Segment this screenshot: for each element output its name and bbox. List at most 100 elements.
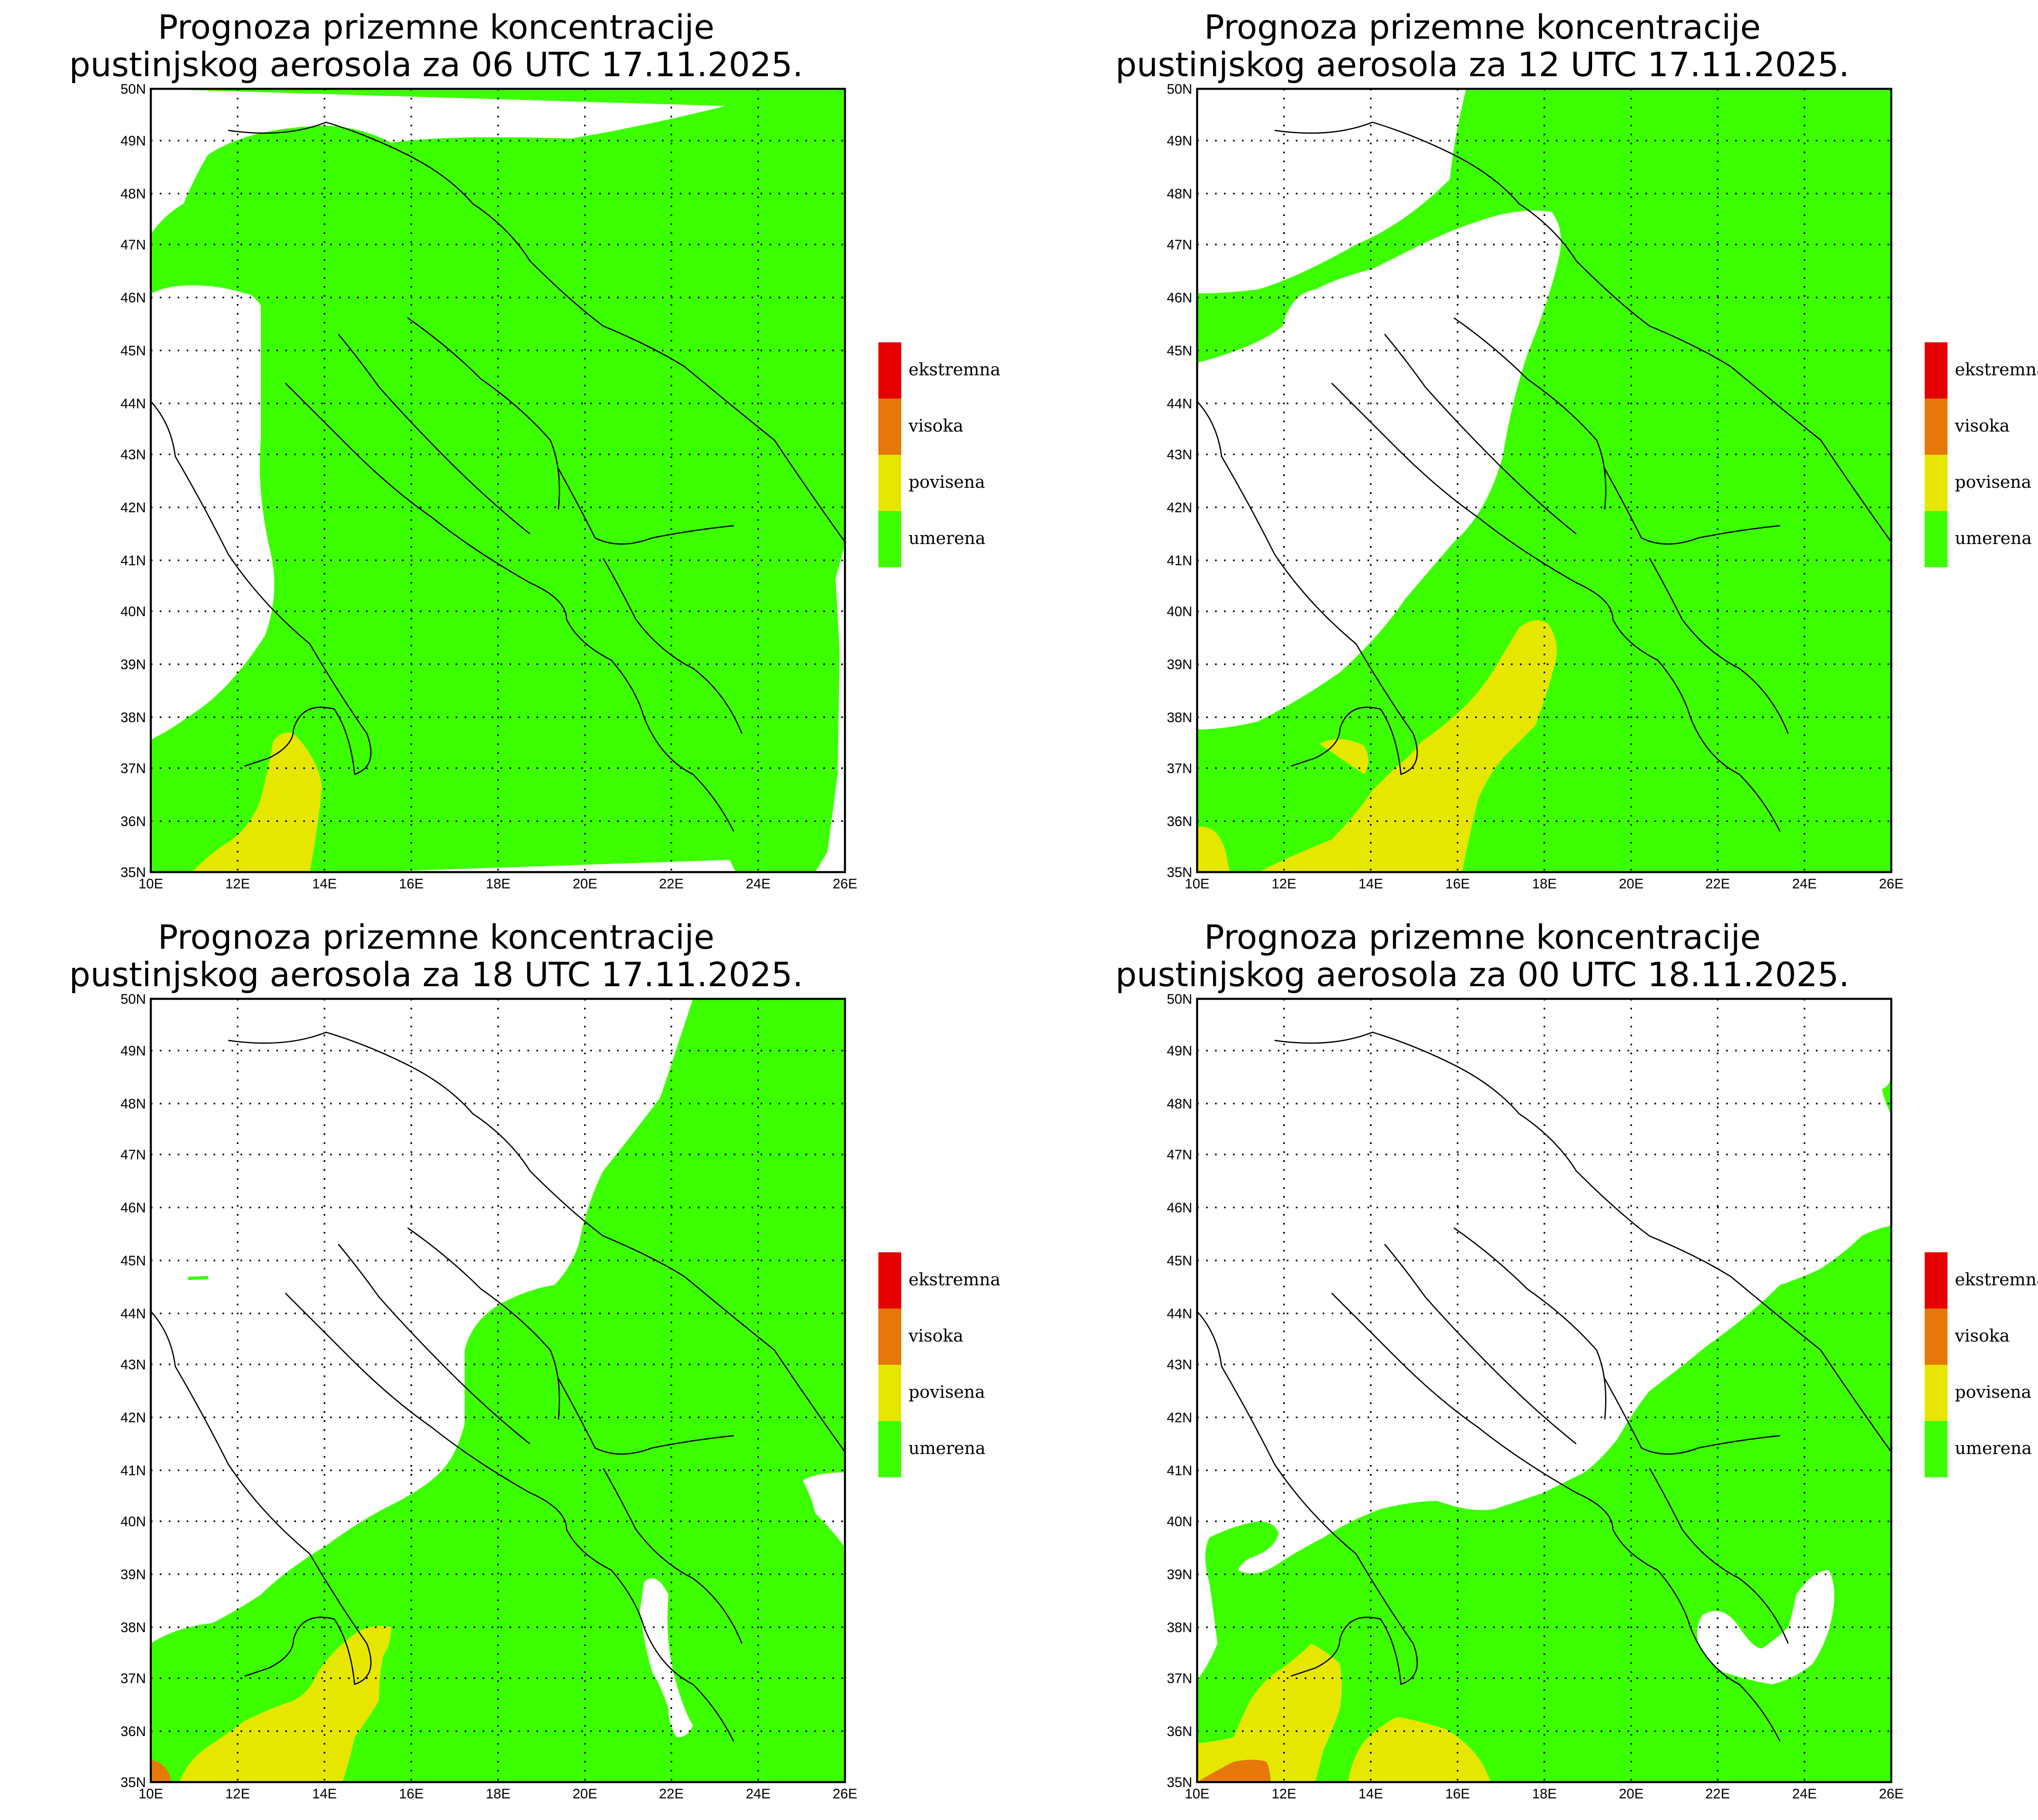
lat-label: 42N (121, 500, 146, 516)
legend-label: umerena (909, 528, 986, 548)
legend-label: ekstremna (1955, 1269, 2038, 1289)
legend-label: umerena (1955, 1438, 2032, 1458)
lat-label: 48N (121, 186, 146, 202)
plot-frame (1196, 88, 1892, 873)
lat-label: 47N (121, 1147, 146, 1163)
lat-label: 44N (121, 1306, 146, 1322)
coastlines (1196, 1031, 1892, 1742)
lat-label: 46N (1167, 290, 1192, 306)
lon-label: 22E (659, 876, 684, 892)
lat-label: 35N (121, 865, 146, 880)
lat-label: 39N (1167, 657, 1192, 672)
legend-label: visoka (1955, 416, 2010, 436)
lat-label: 49N (1167, 133, 1192, 149)
title-line1: Prognoza prizemne koncentracije (158, 8, 715, 47)
legend-label: umerena (909, 1438, 986, 1458)
lat-label: 44N (1167, 1306, 1192, 1322)
lat-label: 36N (121, 1724, 146, 1739)
title-line1: Prognoza prizemne koncentracije (158, 918, 715, 957)
umerena-area (1197, 89, 1891, 872)
legend-swatch-umerena (1925, 1421, 1948, 1477)
title-line2: pustinjskog aerosola za 06 UTC 17.11.202… (69, 46, 803, 84)
lon-label: 16E (1445, 876, 1470, 892)
lat-label: 37N (121, 1671, 146, 1686)
legend-label: povisena (909, 472, 985, 492)
legend-swatch-umerena (878, 511, 901, 567)
legend-swatch-ekstremna (1925, 1252, 1948, 1309)
lat-label: 50N (121, 992, 146, 1007)
legend-swatch-visoka (1925, 399, 1948, 455)
visoka-area (151, 1760, 171, 1782)
legend-label: povisena (1955, 472, 2031, 492)
legend-label: visoka (909, 416, 964, 436)
coastlines (1196, 121, 1892, 832)
map-plot: 10E 12E 14E 16E 18E 20E 22E 24E 26E 35N … (121, 82, 858, 892)
lon-label: 22E (1705, 876, 1730, 892)
lon-label: 16E (1445, 1786, 1470, 1802)
lat-label: 39N (121, 657, 146, 672)
lat-label: 38N (121, 710, 146, 725)
panel-title: Prognoza prizemne koncentracije pustinjs… (1046, 919, 1919, 994)
legend-swatch-povisena (1925, 1365, 1948, 1421)
lon-label: 18E (486, 876, 511, 892)
lon-label: 26E (1879, 1786, 1904, 1802)
lat-label: 45N (121, 343, 146, 359)
lat-axis-labels: 35N 36N 37N 38N 39N 40N 41N 42N 43N 44N … (121, 992, 146, 1790)
lon-axis-labels: 10E 12E 14E 16E 18E 20E 22E 24E 26E (1185, 876, 1904, 892)
lon-axis-labels: 10E 12E 14E 16E 18E 20E 22E 24E 26E (1185, 1786, 1904, 1802)
lon-label: 14E (1359, 1786, 1383, 1802)
lon-label: 12E (1272, 876, 1297, 892)
lat-axis-labels: 35N 36N 37N 38N 39N 40N 41N 42N 43N 44N … (121, 82, 146, 880)
lon-label: 26E (833, 1786, 858, 1802)
lon-label: 12E (225, 876, 250, 892)
lat-label: 41N (1167, 1463, 1192, 1478)
legend-swatch-povisena (878, 1365, 901, 1421)
povisena-area (192, 732, 322, 872)
map-panel-00utc: Prognoza prizemne koncentracije pustinjs… (1046, 910, 2038, 1820)
lat-label: 47N (1167, 1147, 1192, 1163)
lat-label: 43N (121, 447, 146, 463)
visoka-area (1197, 1760, 1270, 1782)
lat-label: 48N (1167, 186, 1192, 202)
lon-axis-labels: 10E 12E 14E 16E 18E 20E 22E 24E 26E (139, 1786, 858, 1802)
lat-label: 42N (1167, 1410, 1192, 1426)
title-line1: Prognoza prizemne koncentracije (1204, 8, 1761, 47)
legend-label: visoka (1955, 1326, 2010, 1346)
lat-label: 36N (1167, 1724, 1192, 1739)
lon-label: 20E (1619, 876, 1644, 892)
legend-swatch-umerena (878, 1421, 901, 1477)
legend-swatch-visoka (1925, 1309, 1948, 1365)
lon-label: 14E (1359, 876, 1383, 892)
legend-label: ekstremna (909, 1269, 1001, 1289)
lat-label: 37N (1167, 761, 1192, 776)
lat-label: 38N (1167, 710, 1192, 725)
lat-label: 38N (1167, 1620, 1192, 1635)
lat-label: 49N (121, 133, 146, 149)
povisena-area (1197, 620, 1557, 872)
lon-label: 10E (139, 876, 163, 892)
lat-label: 41N (121, 553, 146, 568)
panel-title: Prognoza prizemne koncentracije pustinjs… (1046, 9, 1919, 84)
lon-label: 24E (1792, 1786, 1817, 1802)
legend-label: ekstremna (909, 359, 1001, 379)
lat-label: 37N (1167, 1671, 1192, 1686)
lat-label: 50N (121, 82, 146, 97)
map-plot: 10E 12E 14E 16E 18E 20E 22E 24E 26E 35N … (121, 992, 858, 1802)
map-panel-18utc: Prognoza prizemne koncentracije pustinjs… (0, 910, 1046, 1820)
lat-label: 42N (1167, 500, 1192, 516)
map-plot: 10E 12E 14E 16E 18E 20E 22E 24E 26E 35N … (1167, 992, 1904, 1802)
lon-label: 16E (399, 876, 424, 892)
lat-label: 40N (121, 1514, 146, 1529)
lat-label: 49N (1167, 1043, 1192, 1059)
map-panel-12utc: Prognoza prizemne koncentracije pustinjs… (1046, 0, 2038, 910)
lon-label: 10E (139, 1786, 163, 1802)
white-hole (1697, 1570, 1835, 1684)
plot-frame (1196, 998, 1892, 1783)
lat-label: 47N (121, 237, 146, 253)
coastlines (150, 1031, 846, 1742)
lat-label: 41N (121, 1463, 146, 1478)
umerena-area (151, 89, 845, 872)
lat-label: 45N (1167, 1253, 1192, 1269)
legend-swatch-ekstremna (878, 342, 901, 399)
lat-label: 42N (121, 1410, 146, 1426)
